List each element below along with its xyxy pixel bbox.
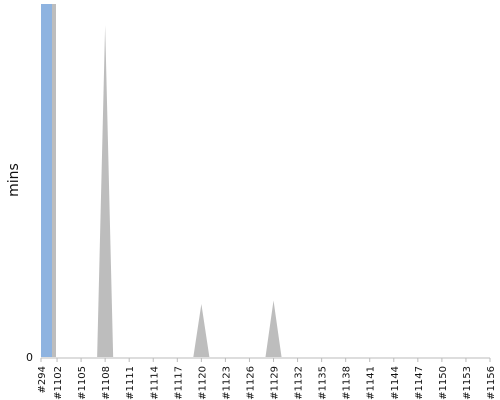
x-tick-label: #1141 — [366, 366, 377, 400]
y-axis-label: mins — [6, 163, 22, 197]
x-tick-label: #1156 — [486, 366, 497, 400]
x-tick-label: #1117 — [173, 366, 184, 400]
x-tick-label: #1132 — [294, 366, 305, 400]
x-axis-ticks — [40, 358, 491, 362]
x-tick-label: #1123 — [221, 366, 232, 400]
y-tick-label: 0 — [26, 351, 33, 364]
x-tick-label: #1126 — [245, 366, 256, 400]
series-area-grey — [41, 4, 490, 357]
x-tick-label: #1114 — [149, 366, 160, 400]
x-tick-label: #1105 — [77, 366, 88, 400]
series-bar-blue — [41, 4, 52, 357]
series-bar-grey-edge — [52, 4, 56, 357]
x-tick-label: #1102 — [53, 366, 64, 400]
x-tick-label: #1111 — [125, 366, 136, 400]
x-tick-label: #1138 — [342, 366, 353, 400]
x-tick-label: #1147 — [414, 366, 425, 400]
x-tick-label: #1108 — [101, 366, 112, 400]
x-tick-label: #1144 — [390, 366, 401, 400]
x-tick-label: #1129 — [270, 366, 281, 400]
x-tick-label: #1135 — [318, 366, 329, 400]
x-tick-label: #1153 — [462, 366, 473, 400]
plot-area — [41, 4, 490, 357]
x-tick-label: #294 — [37, 366, 48, 393]
x-axis-tick-labels: #294 #1102 #1105 #1108 #1111 #1114 #1117 #1120 #… — [37, 366, 497, 400]
x-tick-label: #1120 — [197, 366, 208, 400]
x-tick-label: #1150 — [438, 366, 449, 400]
